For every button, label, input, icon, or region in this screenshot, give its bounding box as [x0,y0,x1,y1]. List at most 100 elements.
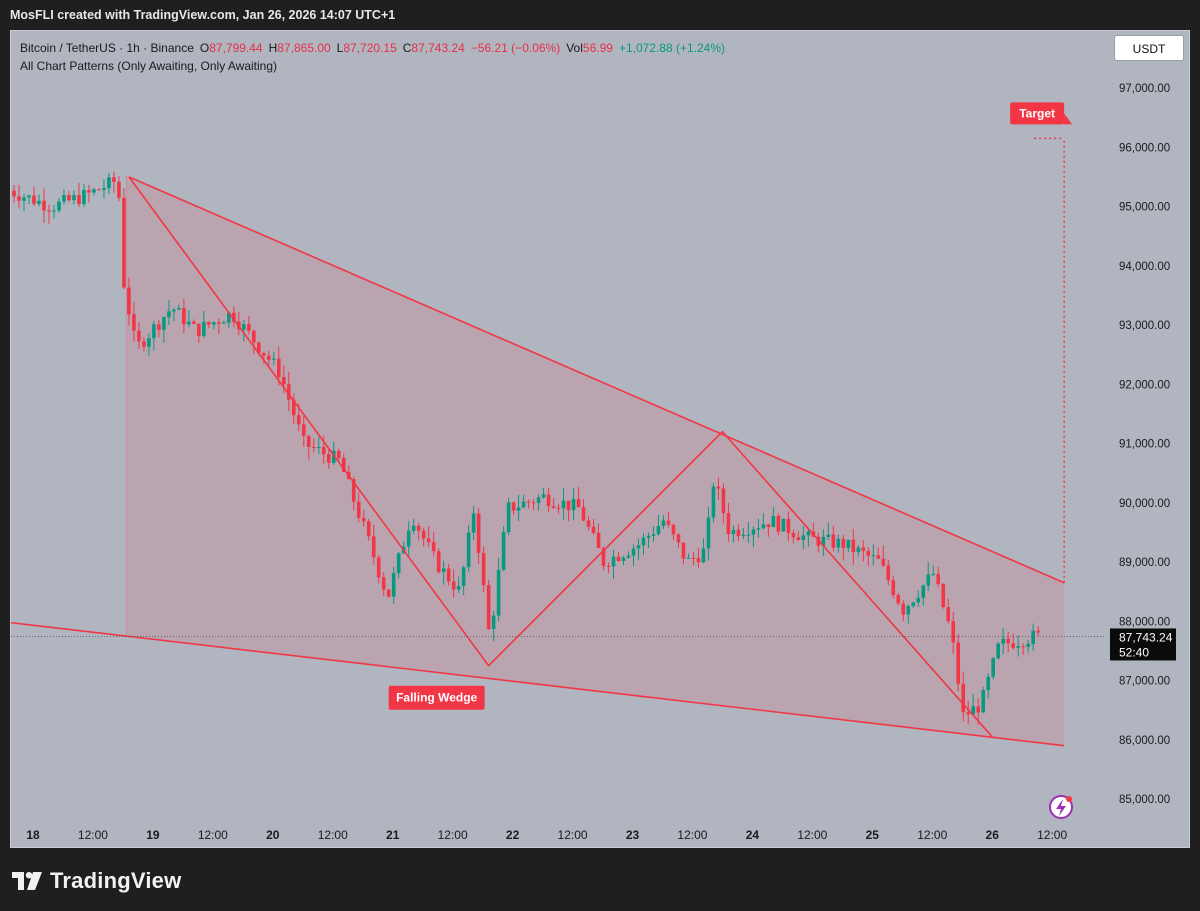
price-tick-label: 93,000.00 [1119,320,1170,332]
wedge-zigzag [128,176,993,738]
candle-body [536,497,541,504]
candle-body [756,528,761,530]
candle-body [746,534,751,536]
tradingview-logo[interactable]: TradingView [12,868,181,894]
falling-wedge-label: Falling Wedge [396,691,477,705]
time-tick-day: 20 [266,828,280,842]
candle-body [551,506,556,508]
chart-panel[interactable]: 85,000.00 86,000.00 87,000.00 88,000.00 89,0… [10,30,1190,848]
candle-body [52,210,56,212]
time-tick-day: 18 [26,828,40,842]
candle-body [381,577,386,590]
wedge-lower-line [11,621,1065,747]
tradingview-brand: TradingView [50,868,182,893]
candle-body [641,537,646,546]
candle-body [152,324,156,339]
price-tick-label: 97,000.00 [1119,83,1170,95]
candle-body [446,568,451,582]
candle-body [182,308,186,325]
candle-body [521,501,526,508]
candle-body [376,557,381,578]
price-tick-label: 92,000.00 [1119,379,1170,391]
candle-body [851,539,856,553]
candle-body [132,314,136,331]
candle-body [841,538,846,549]
time-tick-day: 22 [506,828,520,842]
candle-body [891,580,896,596]
time-tick-hour: 12:00 [917,828,947,842]
candle-body [656,526,661,535]
candle-body [681,542,686,559]
candle-body [826,534,831,537]
candle-body [691,557,696,559]
candle-body [67,195,71,201]
candle-body [576,499,581,508]
candle-body [881,558,886,566]
indicator-label[interactable]: All Chart Patterns (Only Awaiting, Only … [20,59,278,73]
candle-body [306,435,311,447]
notification-dot [1066,796,1072,802]
candle-body [566,500,571,511]
candlestick-chart[interactable]: 85,000.00 86,000.00 87,000.00 88,000.00 89,0… [11,31,1189,847]
candle-body [496,569,501,616]
open-label: O [199,41,210,55]
candle-body [846,539,851,549]
candle-body [581,507,586,521]
candle-body [431,542,436,552]
candle-body [886,565,891,581]
candle-body [117,181,121,198]
candle-body [411,525,416,531]
candle-body [87,190,91,193]
candle-body [331,450,336,463]
candle-body [486,585,491,629]
candle-body [856,547,861,553]
candle-body [991,658,995,677]
candle-body [711,486,716,518]
candle-body [321,447,326,455]
candle-body [786,518,791,534]
candle-body [32,195,36,204]
candle-body [177,308,181,310]
candle-body [616,556,621,561]
candle-body [112,177,116,182]
time-tick-hour: 12:00 [797,828,827,842]
symbol-label[interactable]: Bitcoin / TetherUS · 1h · Binance [20,41,194,55]
time-tick-day: 26 [986,828,1000,842]
high-value: 87,865.00 [277,41,331,55]
footer: TradingView [0,848,1200,911]
candle-body [27,195,31,198]
candle-body [187,321,191,325]
candle-body [232,312,236,322]
candle-body [12,190,16,197]
candle-body [416,525,421,531]
candle-body [336,450,341,459]
candle-body [946,607,951,622]
currency-button[interactable]: USDT [1114,35,1184,61]
candle-body [441,568,446,573]
candle-body [671,524,676,535]
candle-body [631,548,636,556]
candle-body [606,565,611,567]
candle-body [471,513,476,533]
candle-body [271,358,276,360]
candle-body [147,338,151,347]
lightning-bolt-shape [1056,799,1066,816]
candle-body [267,355,271,360]
candle-body [341,458,346,472]
time-tick-hour: 12:00 [78,828,108,842]
candle-body [966,712,971,715]
time-tick-day: 19 [146,828,160,842]
low-label: L [336,41,344,55]
candle-body [701,548,706,563]
wedge-fill [126,175,1065,746]
candle-body [911,602,916,606]
candle-body [436,551,441,573]
candle-body [976,706,981,713]
current-price-tag [1110,628,1176,661]
candle-body [17,196,21,201]
candle-body [122,197,126,288]
candle-body [137,330,141,342]
candle-body [22,197,26,201]
candle-body [77,195,81,205]
price-tick-label: 94,000.00 [1119,261,1170,273]
